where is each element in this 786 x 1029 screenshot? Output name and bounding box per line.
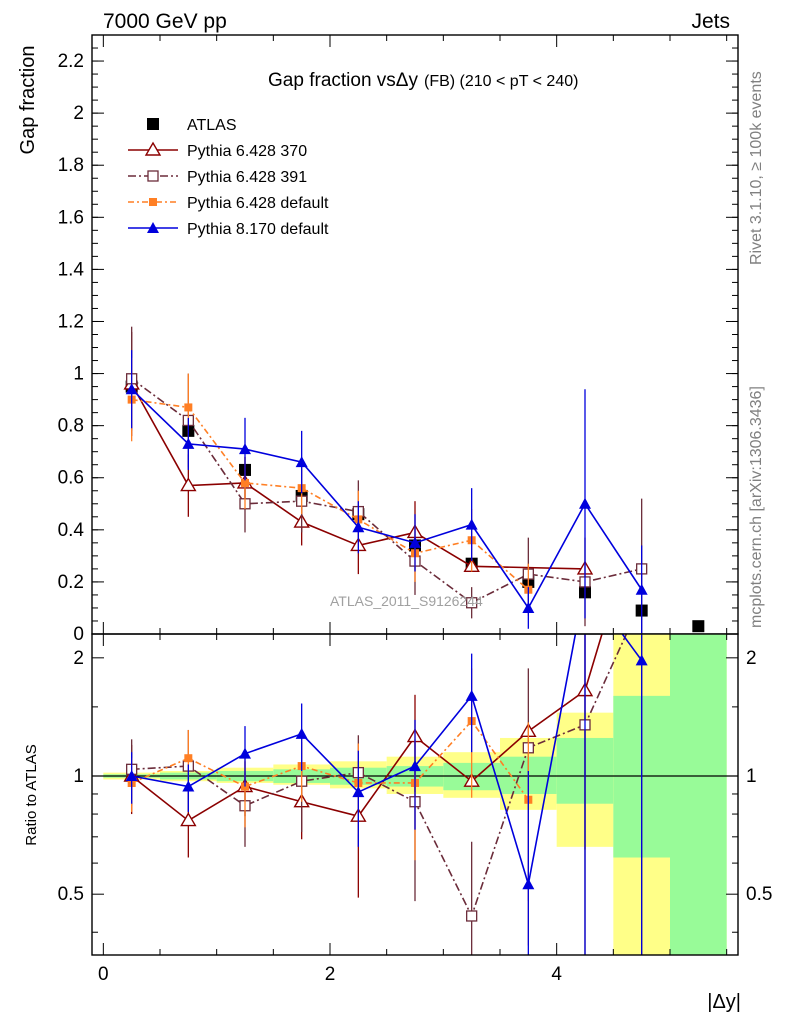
main-panel: 0 0.2 0.4 0.6 0.8 1 1.2 1.4 1.6 1.8 2 2.2 [58, 34, 739, 645]
ratio-ytick-label: 0.5 [58, 884, 84, 905]
ratio-data [92, 634, 738, 955]
series-4-point [635, 583, 648, 595]
legend-marker-3 [149, 198, 157, 206]
main-ytick-label: 0.4 [58, 520, 85, 541]
series-0-point [692, 620, 705, 633]
chart-title: Gap fraction vsΔy [268, 70, 418, 91]
main-ytick-label: 1.2 [58, 311, 84, 332]
series-4-point [182, 437, 195, 449]
legend-marker-1 [144, 141, 162, 156]
main-ytick-label: 0.6 [58, 468, 84, 489]
series-3-point [241, 478, 249, 487]
ratio-panel: 0.5 0.5 1 1 2 2 0 2 4 [58, 633, 772, 985]
ratio-ytick-label: 2 [73, 648, 84, 669]
y-axis-label: Gap fraction [17, 46, 39, 155]
main-ytick-label: 2 [73, 103, 84, 124]
series-4-point [239, 443, 251, 455]
main-ytick-label: 0 [73, 624, 84, 645]
series-4-line [131, 388, 643, 610]
rivet-label: Rivet 3.1.10, ≥ 100k events [748, 71, 765, 265]
energy-label: 7000 GeV pp [103, 10, 227, 33]
ratio-series-0-line [131, 634, 603, 822]
legend-label-0: ATLAS [187, 117, 237, 134]
ratio-series-0-point [180, 812, 197, 827]
ratio-series-3-point [239, 747, 251, 759]
main-ytick-label: 1 [73, 364, 84, 385]
series-2-line [131, 378, 642, 604]
legend-label-2: Pythia 6.428 391 [187, 169, 307, 186]
ratio-series-2-line [131, 719, 529, 801]
ratio-ytick-label-right: 0.5 [746, 884, 772, 905]
ratio-series-1-point [466, 910, 478, 922]
ratio-y-axis-label: Ratio to ATLAS [23, 744, 40, 845]
ratio-series-3-point [182, 780, 195, 792]
series-1-point [180, 477, 197, 492]
main-ytick-label: 1.6 [58, 207, 84, 228]
x-tick-label: 0 [98, 964, 109, 985]
ratio-frame [91, 633, 739, 956]
series-4-point [579, 497, 591, 509]
legend: ATLAS Pythia 6.428 370 Pythia 6.428 391 Pyt… [128, 117, 329, 238]
ratio-ytick-label: 1 [73, 766, 84, 787]
legend-marker-0 [147, 118, 159, 130]
series-4-point [522, 601, 535, 613]
main-ytick-label: 2.2 [58, 51, 84, 72]
legend-marker-2 [147, 170, 159, 182]
series-4-point [295, 456, 308, 468]
legend-marker-4 [147, 222, 159, 233]
analysis-watermark: ATLAS_2011_S9126244 [330, 593, 483, 609]
series-4-point [465, 518, 478, 530]
ratio-series-3-point [465, 689, 478, 701]
legend-label-1: Pythia 6.428 370 [187, 143, 307, 160]
ratio-series-3-point [295, 727, 308, 739]
series-2-point [466, 597, 478, 609]
mcplots-label: mcplots.cern.ch [arXiv:1306.3436] [748, 386, 765, 628]
series-4-point [125, 383, 138, 395]
series-4-point [352, 521, 365, 533]
ratio-ytick-label-right: 2 [746, 648, 757, 669]
x-tick-label: 2 [325, 964, 336, 985]
series-3-line [131, 398, 529, 591]
main-ytick-label: 0.8 [58, 416, 84, 437]
main-ytick-label: 1.8 [58, 155, 84, 176]
ratio-series-3-point [409, 760, 421, 772]
ratio-ytick-label-right: 1 [746, 766, 757, 787]
uncertainty-band-green [670, 634, 727, 955]
x-tick-label: 4 [551, 964, 562, 985]
main-data [123, 326, 705, 634]
ratio-series-3-point [522, 878, 535, 890]
series-4-point [409, 536, 421, 548]
ratio-series-3-point [635, 654, 648, 666]
ratio-series-3-point [352, 786, 365, 798]
main-ytick-label: 0.2 [58, 572, 84, 593]
ratio-series-3-line [131, 634, 643, 885]
x-axis-label: |Δy| [707, 991, 741, 1013]
legend-label-3: Pythia 6.428 default [187, 195, 329, 212]
chart-subtitle: (FB) (210 < pT < 240) [424, 73, 578, 90]
legend-label-4: Pythia 8.170 default [187, 221, 329, 238]
series-1-line [130, 383, 586, 570]
ratio-series-2-point [184, 754, 193, 763]
process-label: Jets [691, 10, 730, 33]
series-3-point [184, 403, 193, 412]
ratio-series-3-point [125, 770, 138, 782]
main-ytick-label: 1.4 [58, 259, 85, 280]
